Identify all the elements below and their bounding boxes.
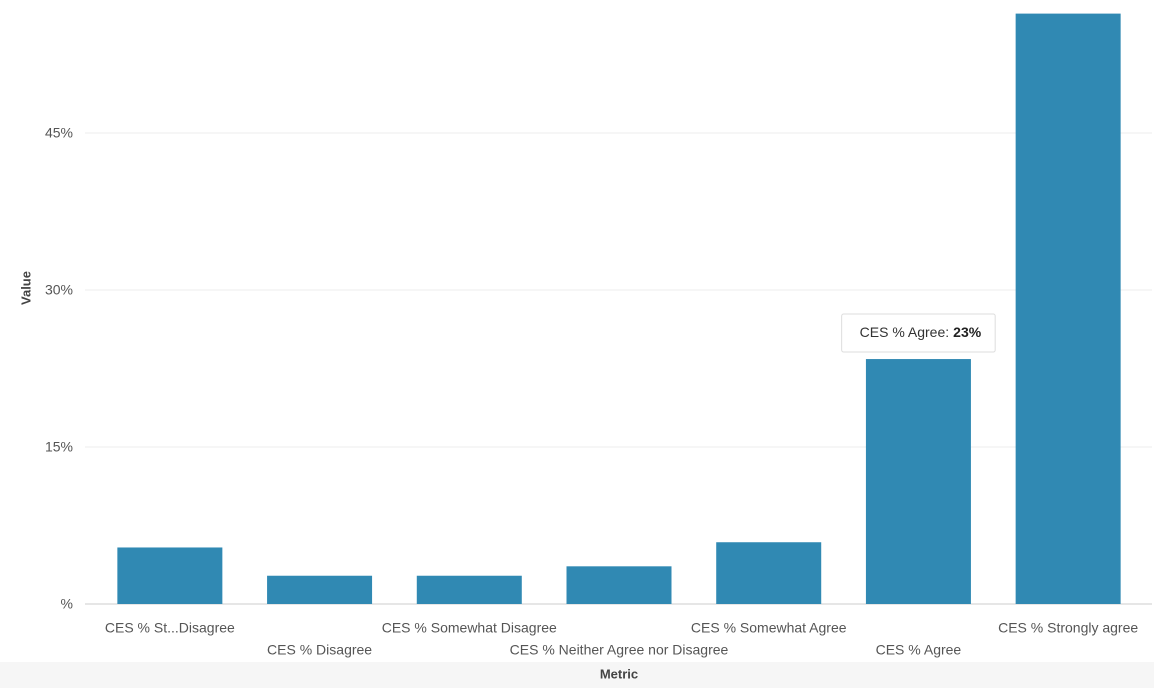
x-tick-label: CES % St...Disagree [105, 620, 235, 636]
bar [865, 359, 971, 604]
bar [1015, 13, 1121, 604]
bar [716, 542, 822, 604]
tooltip: CES % Agree: 23% [841, 313, 996, 353]
x-tick-label: CES % Somewhat Agree [691, 620, 847, 636]
y-tick-label: 30% [45, 282, 73, 298]
bar [416, 575, 522, 604]
tooltip-box [841, 313, 996, 353]
x-tick-label: CES % Strongly agree [998, 620, 1138, 636]
tooltip-text: CES % Agree: 23% [860, 324, 982, 340]
x-axis-title: Metric [600, 666, 638, 681]
x-tick-label: CES % Somewhat Disagree [382, 620, 557, 636]
y-tick-label: 45% [45, 125, 73, 141]
tooltip-label: CES % Agree: [860, 324, 950, 340]
x-tick-label: CES % Neither Agree nor Disagree [510, 642, 729, 658]
x-tick-label: CES % Disagree [267, 642, 372, 658]
y-axis-title: Value [18, 271, 33, 305]
bar [267, 575, 373, 604]
footer-band [0, 662, 1154, 688]
y-tick-label: 15% [45, 439, 73, 455]
x-tick-label: CES % Agree [876, 642, 962, 658]
y-tick-label: % [61, 596, 73, 612]
tooltip-value: 23% [953, 324, 982, 340]
bar [117, 547, 223, 604]
bar [566, 566, 672, 604]
